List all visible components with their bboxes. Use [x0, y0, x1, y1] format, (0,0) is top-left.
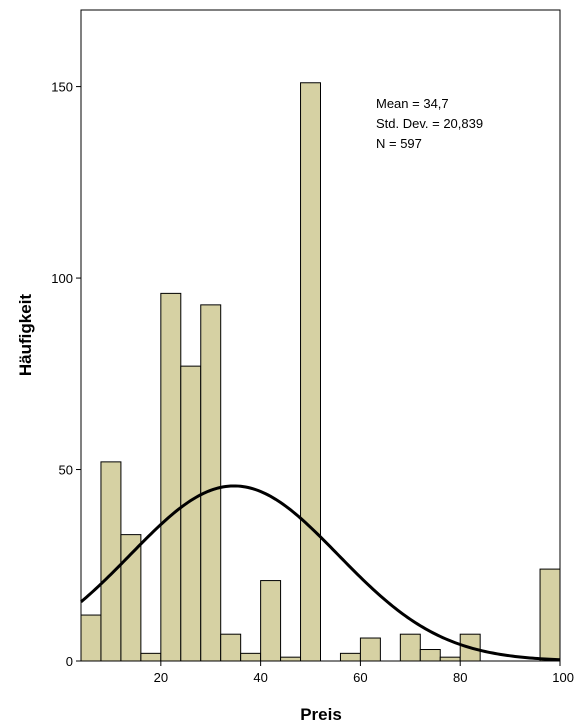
histogram-bar	[80, 614, 102, 662]
normal-curve	[80, 484, 561, 662]
histogram-bar	[180, 365, 202, 662]
x-tick-label: 40	[253, 670, 267, 685]
histogram-bar	[260, 580, 282, 662]
x-tick-label: 60	[353, 670, 367, 685]
histogram-bar	[419, 649, 441, 662]
histogram-bar	[220, 633, 242, 662]
x-tick-label: 100	[552, 670, 574, 685]
stats-n: N = 597	[376, 136, 422, 151]
histogram-bar	[240, 652, 262, 662]
x-tick-label: 20	[154, 670, 168, 685]
histogram-bar	[300, 82, 321, 662]
histogram-bar	[100, 461, 122, 662]
histogram-bars	[80, 82, 561, 662]
y-tick-label: 50	[59, 463, 73, 478]
histogram-bar	[200, 304, 222, 662]
histogram-bar	[339, 652, 361, 662]
y-tick-label: 100	[51, 271, 73, 286]
x-axis-ticks: 20 40 60 80 100	[154, 661, 574, 685]
x-axis-title: Preis	[300, 705, 342, 724]
plot-frame	[80, 9, 561, 662]
y-tick-label: 150	[51, 80, 73, 95]
histogram-bar	[160, 292, 182, 662]
histogram-bar	[439, 656, 461, 662]
y-axis-ticks: 0 50 100 150	[51, 80, 81, 669]
y-tick-label: 0	[66, 654, 73, 669]
stats-std-dev: Std. Dev. = 20,839	[376, 116, 483, 131]
histogram-bar	[280, 656, 302, 662]
y-axis-title: Häufigkeit	[16, 294, 35, 377]
stats-mean: Mean = 34,7	[376, 96, 449, 111]
stats-box: Mean = 34,7 Std. Dev. = 20,839 N = 597	[376, 96, 483, 151]
histogram-bar	[140, 652, 162, 662]
histogram-bar	[539, 568, 561, 662]
histogram-bar	[359, 637, 381, 662]
histogram-bar	[399, 633, 421, 662]
x-tick-label: 80	[453, 670, 467, 685]
